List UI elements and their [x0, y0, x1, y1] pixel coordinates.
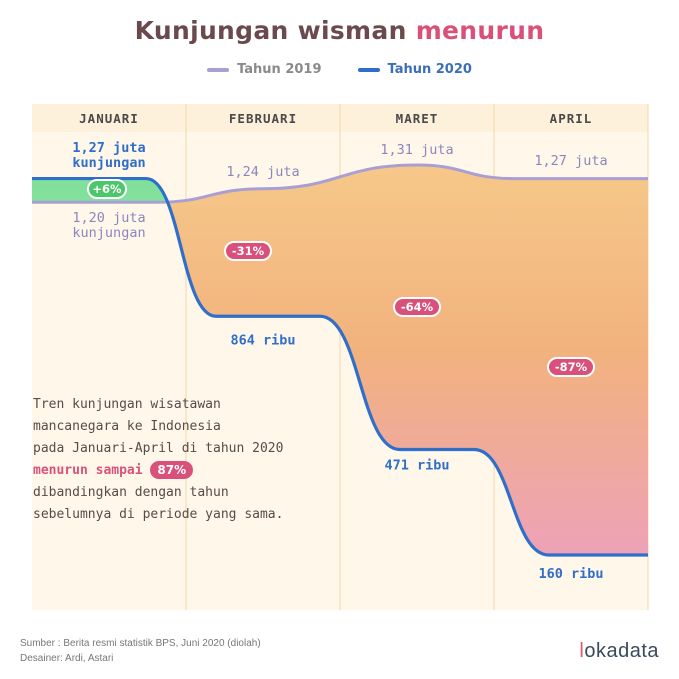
logo-mark: l — [579, 640, 585, 662]
change-badge-text: +6% — [92, 182, 122, 196]
change-badge-maret: -64% — [393, 297, 441, 317]
footer-source: Sumber : Berita resmi statistik BPS, Jun… — [20, 638, 261, 649]
change-badge-text: -87% — [555, 360, 588, 374]
description-line-1: Tren kunjungan wisatawan — [33, 397, 221, 412]
description-line-6: sebelumnya di periode yang sama. — [33, 507, 284, 522]
title-main: Kunjungan wisman — [134, 16, 407, 45]
label-2020-januari: 1,27 juta — [72, 140, 145, 156]
month-label-januari: JANUARI — [79, 111, 139, 126]
label-2019-januari-unit: kunjungan — [72, 225, 145, 241]
description-line-4: menurun sampai 87% — [33, 460, 313, 482]
label-2020-maret: 471 ribu — [384, 458, 449, 474]
legend-label-2020: Tahun 2020 — [387, 62, 472, 77]
description-line-2: mancanegara ke Indonesia — [33, 419, 221, 434]
label-2019-februari: 1,24 juta — [226, 164, 299, 180]
label-2019-maret: 1,31 juta — [380, 142, 453, 158]
chart-title: Kunjungan wisman menurun — [0, 16, 679, 45]
change-badge-text: -64% — [401, 300, 434, 314]
legend: Tahun 2019 Tahun 2020 — [0, 62, 679, 77]
legend-label-2019: Tahun 2019 — [237, 62, 322, 77]
series-2019-line — [32, 163, 648, 204]
footer: Sumber : Berita resmi statistik BPS, Jun… — [20, 636, 261, 666]
change-badge-bg — [393, 297, 441, 317]
label-2020-januari-unit: kunjungan — [72, 155, 145, 171]
label-2020-februari: 864 ribu — [230, 332, 295, 348]
change-badge-text: -31% — [232, 244, 265, 258]
title-highlight: menurun — [415, 16, 545, 45]
legend-item-2020: Tahun 2020 — [357, 62, 472, 77]
footer-designer: Desainer: Ardi, Astari — [20, 653, 114, 664]
change-badge-bg — [224, 241, 272, 261]
description-line-3: pada Januari-April di tahun 2020 — [33, 441, 284, 456]
month-label-maret: MARET — [396, 111, 439, 126]
label-2019-januari: 1,20 juta — [72, 210, 145, 226]
change-badge-bg — [547, 357, 595, 377]
lokadata-logo: lokadata — [579, 640, 659, 662]
label-2020-april: 160 ribu — [538, 566, 603, 582]
label-2019-april: 1,27 juta — [534, 153, 607, 169]
series-2020-line — [32, 176, 648, 557]
description-accent: menurun sampai — [33, 463, 143, 478]
description-line-5: dibandingkan dengan tahun — [33, 485, 229, 500]
month-label-april: APRIL — [550, 111, 593, 126]
legend-swatch-2020 — [357, 67, 380, 72]
description-text: Tren kunjungan wisatawan mancanegara ke … — [33, 394, 313, 526]
change-badge-februari: -31% — [224, 241, 272, 261]
change-badge-april: -87% — [547, 357, 595, 377]
description-badge: 87% — [150, 461, 194, 479]
month-label-februari: FEBRUARI — [229, 111, 297, 126]
change-badge-bg — [87, 179, 127, 199]
legend-swatch-2019 — [207, 67, 230, 72]
change-badge-januari: +6% — [87, 179, 127, 199]
legend-item-2019: Tahun 2019 — [207, 62, 322, 77]
